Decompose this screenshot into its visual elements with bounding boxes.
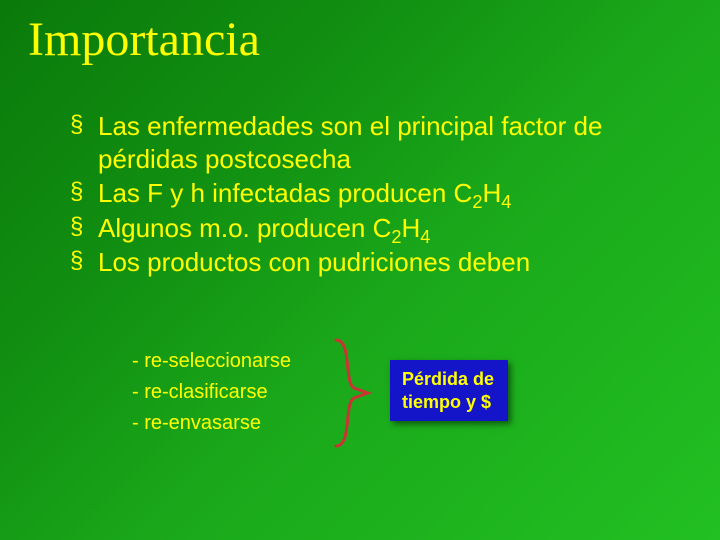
bullet-text-mid: H (482, 178, 501, 208)
bullet-text: Los productos con pudriciones deben (98, 247, 530, 277)
bullet-list: Las enfermedades son el principal factor… (70, 110, 670, 279)
bullet-text-prefix: Las F y h infectadas producen C (98, 178, 472, 208)
slide-title: Importancia (28, 12, 260, 67)
bullet-text: Las enfermedades son el principal factor… (98, 111, 602, 174)
slide: Importancia Las enfermedades son el prin… (0, 0, 720, 540)
chem-subscript: 4 (420, 227, 430, 247)
bullet-item: Algunos m.o. producen C2H4 (70, 212, 670, 245)
bullet-text-mid: H (402, 213, 421, 243)
sub-bullet-item: - re-clasificarse (132, 377, 291, 408)
callout-line: Pérdida de (402, 368, 494, 391)
brace-icon (330, 336, 372, 450)
chem-subscript: 2 (391, 227, 401, 247)
bullet-item: Los productos con pudriciones deben (70, 246, 670, 279)
chem-subscript: 4 (501, 192, 511, 212)
chem-subscript: 2 (472, 192, 482, 212)
slide-body: Las enfermedades son el principal factor… (70, 110, 670, 281)
callout-line: tiempo y $ (402, 391, 494, 414)
callout-box: Pérdida de tiempo y $ (390, 360, 508, 421)
sub-bullet-item: - re-seleccionarse (132, 346, 291, 377)
sub-bullet-list: - re-seleccionarse - re-clasificarse - r… (132, 346, 291, 439)
sub-bullet-item: - re-envasarse (132, 408, 291, 439)
bullet-item: Las enfermedades son el principal factor… (70, 110, 670, 175)
bullet-text-prefix: Algunos m.o. producen C (98, 213, 391, 243)
bullet-item: Las F y h infectadas producen C2H4 (70, 177, 670, 210)
